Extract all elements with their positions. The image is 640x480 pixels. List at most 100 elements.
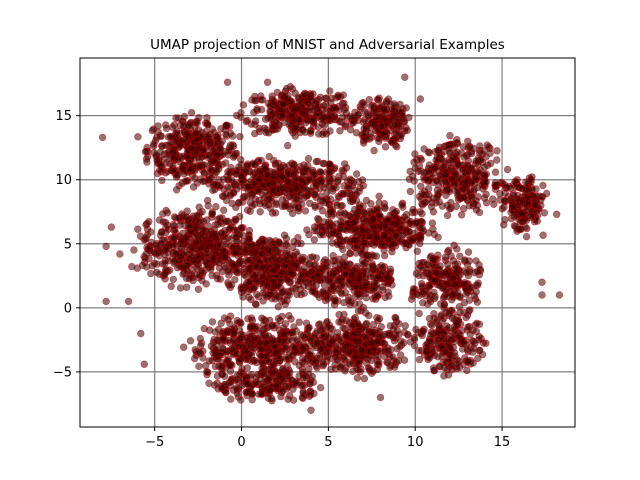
data-point [237, 288, 246, 296]
data-point [196, 334, 205, 343]
data-point [250, 252, 259, 261]
data-point [153, 268, 161, 276]
data-point [292, 184, 300, 193]
data-point [406, 187, 414, 196]
data-point [334, 92, 342, 101]
data-point [454, 161, 462, 169]
data-point [491, 179, 500, 187]
data-point [336, 261, 345, 269]
data-point [509, 203, 518, 211]
data-point [460, 193, 468, 201]
data-point [307, 391, 315, 399]
data-point [415, 309, 423, 318]
data-point [351, 341, 360, 349]
data-point [195, 348, 204, 357]
data-point [208, 210, 217, 218]
data-point [381, 143, 390, 151]
data-point [454, 174, 463, 182]
data-point [449, 274, 457, 282]
data-point [397, 337, 405, 345]
data-point [503, 165, 512, 174]
data-point [284, 95, 292, 103]
data-point [247, 342, 255, 350]
data-point [417, 156, 426, 164]
data-point [170, 235, 178, 243]
data-point [263, 281, 271, 290]
data-point [374, 317, 382, 325]
data-point [265, 236, 274, 245]
data-point [359, 202, 367, 211]
data-point [441, 171, 449, 179]
data-point [445, 323, 453, 332]
data-point [367, 102, 375, 110]
data-point [155, 216, 164, 224]
data-point [261, 188, 269, 196]
data-point [390, 100, 398, 108]
data-point [324, 323, 332, 332]
data-point [291, 132, 299, 140]
data-point [278, 288, 287, 296]
data-point [298, 393, 306, 402]
data-point [179, 165, 187, 173]
data-point [190, 154, 198, 162]
data-point [293, 195, 301, 203]
data-point [368, 330, 376, 339]
data-point [260, 320, 268, 329]
data-point [401, 73, 409, 81]
data-point [290, 124, 299, 132]
data-point [353, 170, 361, 178]
data-point [243, 334, 251, 342]
data-point [218, 384, 226, 392]
data-point [398, 201, 406, 209]
data-point [297, 239, 305, 248]
data-point [160, 271, 169, 279]
data-point [538, 278, 546, 286]
data-point [141, 147, 150, 156]
data-point [265, 357, 273, 366]
data-point [250, 284, 258, 292]
data-point [245, 278, 253, 286]
data-point [349, 179, 358, 187]
data-point [260, 124, 268, 133]
data-point [312, 254, 320, 262]
data-point [285, 312, 293, 320]
data-point [312, 357, 320, 366]
data-point [308, 117, 316, 125]
x-tick-label: 5 [324, 435, 332, 450]
data-point [143, 225, 152, 233]
data-point [325, 348, 333, 356]
data-point [333, 356, 342, 364]
data-point [174, 155, 182, 163]
data-point [269, 186, 277, 194]
data-point [491, 168, 500, 176]
chart-title: UMAP projection of MNIST and Adversarial… [150, 37, 505, 53]
data-point [298, 109, 307, 117]
data-point [430, 364, 438, 372]
data-point [178, 179, 186, 188]
data-point [403, 126, 411, 135]
data-point [211, 328, 219, 336]
data-point [531, 201, 539, 209]
data-point [469, 348, 477, 356]
data-point [501, 216, 509, 224]
data-point [442, 268, 450, 276]
data-point [226, 361, 234, 370]
data-point [369, 367, 378, 375]
data-point [352, 363, 360, 372]
data-point [401, 322, 409, 330]
data-point [319, 287, 327, 296]
data-point [282, 84, 291, 93]
data-point [339, 245, 347, 254]
data-point [260, 181, 268, 189]
data-point [379, 286, 387, 294]
data-point [493, 156, 501, 164]
data-point [286, 329, 294, 337]
data-point [280, 330, 288, 339]
data-point [176, 141, 184, 149]
data-point [247, 314, 256, 322]
x-tick-label: 10 [407, 435, 424, 450]
data-point [407, 295, 416, 303]
data-point [211, 350, 220, 358]
data-point [206, 139, 214, 148]
data-point [443, 280, 451, 288]
